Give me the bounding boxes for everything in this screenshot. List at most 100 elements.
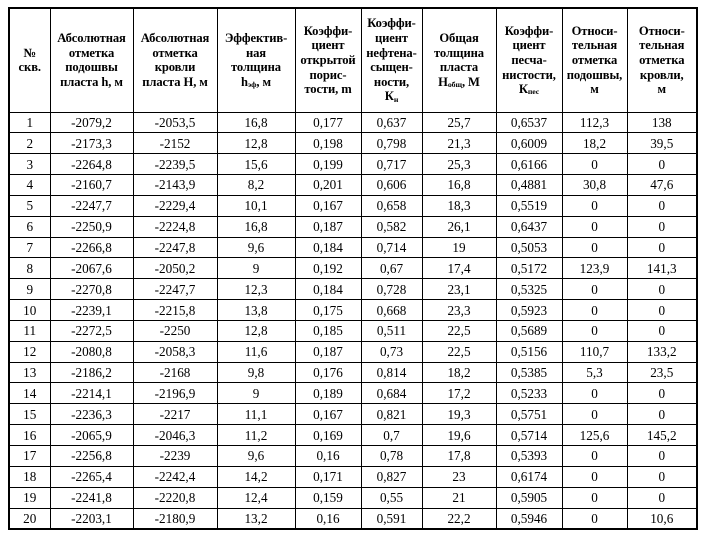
cell-open-porosity: 0,198 <box>294 132 362 155</box>
cell-oil-saturation: 0,668 <box>360 299 423 321</box>
cell-sandiness: 0,5385 <box>495 361 563 384</box>
cell-abs-bottom-mark: -2067,6 <box>49 257 134 280</box>
cell-open-porosity: 0,167 <box>294 403 362 426</box>
cell-effective-thickness: 12,3 <box>216 278 296 301</box>
cell-well-number: 11 <box>8 319 51 342</box>
cell-abs-bottom-mark: -2079,2 <box>49 111 134 134</box>
cell-abs-top-mark: -2250 <box>132 319 218 342</box>
cell-effective-thickness: 16,8 <box>216 215 296 238</box>
cell-abs-bottom-mark: -2272,5 <box>49 319 134 342</box>
cell-open-porosity: 0,177 <box>294 111 362 134</box>
cell-rel-bottom-mark: 125,6 <box>561 424 628 446</box>
cell-open-porosity: 0,171 <box>294 465 362 488</box>
table-row: 16 -2065,9 -2046,3 11,2 0,169 0,7 19,6 0,5714 12… <box>8 424 698 446</box>
cell-rel-bottom-mark: 18,2 <box>561 132 628 155</box>
table-header: № скв. Абсолютная отметка подошвы пласта h, м… <box>8 7 698 113</box>
cell-well-number: 14 <box>8 382 51 405</box>
cell-effective-thickness: 13,2 <box>216 507 296 530</box>
cell-total-thickness: 21 <box>421 486 497 509</box>
cell-oil-saturation: 0,78 <box>360 445 423 467</box>
cell-rel-top-mark: 0 <box>626 382 698 405</box>
cell-well-number: 20 <box>8 507 51 530</box>
cell-total-thickness: 18,2 <box>421 361 497 384</box>
cell-rel-top-mark: 0 <box>626 465 698 488</box>
cell-total-thickness: 17,2 <box>421 382 497 405</box>
cell-abs-bottom-mark: -2065,9 <box>49 424 134 446</box>
cell-abs-bottom-mark: -2256,8 <box>49 445 134 467</box>
header-subscript: н <box>393 94 399 104</box>
cell-oil-saturation: 0,658 <box>360 194 423 217</box>
cell-well-number: 19 <box>8 486 51 509</box>
cell-sandiness: 0,6009 <box>495 132 563 155</box>
cell-total-thickness: 16,8 <box>421 174 497 196</box>
cell-rel-top-mark: 0 <box>626 299 698 321</box>
cell-rel-top-mark: 0 <box>626 403 698 426</box>
cell-well-number: 6 <box>8 215 51 238</box>
cell-well-number: 13 <box>8 361 51 384</box>
cell-rel-top-mark: 0 <box>626 215 698 238</box>
cell-rel-bottom-mark: 0 <box>561 236 628 259</box>
table-row: 19 -2241,8 -2220,8 12,4 0,159 0,55 21 0,5905 0 0 <box>8 486 698 509</box>
cell-abs-bottom-mark: -2265,4 <box>49 465 134 488</box>
cell-oil-saturation: 0,798 <box>360 132 423 155</box>
column-header-rel-bottom-mark: Относи-тельная отметка подошвы, м <box>561 7 628 113</box>
cell-abs-top-mark: -2239 <box>132 445 218 467</box>
table-row: 13 -2186,2 -2168 9,8 0,176 0,814 18,2 0,5385 5,3… <box>8 361 698 384</box>
cell-rel-top-mark: 0 <box>626 486 698 509</box>
table-row: 8 -2067,6 -2050,2 9 0,192 0,67 17,4 0,5172 123,9… <box>8 257 698 280</box>
cell-sandiness: 0,5519 <box>495 194 563 217</box>
cell-abs-bottom-mark: -2270,8 <box>49 278 134 301</box>
cell-open-porosity: 0,16 <box>294 445 362 467</box>
cell-effective-thickness: 9 <box>216 382 296 405</box>
cell-open-porosity: 0,167 <box>294 194 362 217</box>
cell-well-number: 5 <box>8 194 51 217</box>
cell-sandiness: 0,5172 <box>495 257 563 280</box>
cell-effective-thickness: 14,2 <box>216 465 296 488</box>
table-body: 1 -2079,2 -2053,5 16,8 0,177 0,637 25,7 0,6537 1… <box>8 111 698 530</box>
cell-abs-bottom-mark: -2236,3 <box>49 403 134 426</box>
cell-abs-top-mark: -2242,4 <box>132 465 218 488</box>
cell-sandiness: 0,6437 <box>495 215 563 238</box>
cell-effective-thickness: 10,1 <box>216 194 296 217</box>
cell-abs-bottom-mark: -2264,8 <box>49 153 134 176</box>
cell-sandiness: 0,5751 <box>495 403 563 426</box>
cell-abs-top-mark: -2168 <box>132 361 218 384</box>
table-row: 10 -2239,1 -2215,8 13,8 0,175 0,668 23,3 0,5923… <box>8 299 698 321</box>
cell-rel-top-mark: 39,5 <box>626 132 698 155</box>
cell-abs-top-mark: -2247,8 <box>132 236 218 259</box>
cell-rel-bottom-mark: 0 <box>561 465 628 488</box>
cell-sandiness: 0,5923 <box>495 299 563 321</box>
column-header-abs-top-mark: Абсолютная отметка кровли пласта Н, м <box>132 7 218 113</box>
cell-total-thickness: 19,3 <box>421 403 497 426</box>
cell-rel-bottom-mark: 5,3 <box>561 361 628 384</box>
cell-effective-thickness: 9,6 <box>216 236 296 259</box>
cell-oil-saturation: 0,73 <box>360 340 423 363</box>
cell-abs-bottom-mark: -2186,2 <box>49 361 134 384</box>
cell-total-thickness: 22,5 <box>421 319 497 342</box>
cell-rel-bottom-mark: 110,7 <box>561 340 628 363</box>
cell-oil-saturation: 0,7 <box>360 424 423 446</box>
cell-well-number: 12 <box>8 340 51 363</box>
cell-sandiness: 0,5393 <box>495 445 563 467</box>
cell-oil-saturation: 0,714 <box>360 236 423 259</box>
cell-total-thickness: 23 <box>421 465 497 488</box>
table-row: 1 -2079,2 -2053,5 16,8 0,177 0,637 25,7 0,6537 1… <box>8 111 698 134</box>
cell-sandiness: 0,5233 <box>495 382 563 405</box>
cell-rel-top-mark: 145,2 <box>626 424 698 446</box>
column-header-rel-top-mark: Относи-тельная отметка кровли, м <box>626 7 698 113</box>
cell-rel-bottom-mark: 0 <box>561 153 628 176</box>
cell-abs-bottom-mark: -2241,8 <box>49 486 134 509</box>
table-row: 7 -2266,8 -2247,8 9,6 0,184 0,714 19 0,5053 0 0 <box>8 236 698 259</box>
cell-total-thickness: 19,6 <box>421 424 497 446</box>
cell-abs-bottom-mark: -2080,8 <box>49 340 134 363</box>
cell-open-porosity: 0,187 <box>294 340 362 363</box>
cell-well-number: 7 <box>8 236 51 259</box>
cell-oil-saturation: 0,728 <box>360 278 423 301</box>
cell-rel-bottom-mark: 0 <box>561 194 628 217</box>
cell-effective-thickness: 15,6 <box>216 153 296 176</box>
cell-rel-top-mark: 0 <box>626 319 698 342</box>
cell-effective-thickness: 11,6 <box>216 340 296 363</box>
cell-abs-top-mark: -2196,9 <box>132 382 218 405</box>
cell-open-porosity: 0,201 <box>294 174 362 196</box>
cell-abs-top-mark: -2247,7 <box>132 278 218 301</box>
